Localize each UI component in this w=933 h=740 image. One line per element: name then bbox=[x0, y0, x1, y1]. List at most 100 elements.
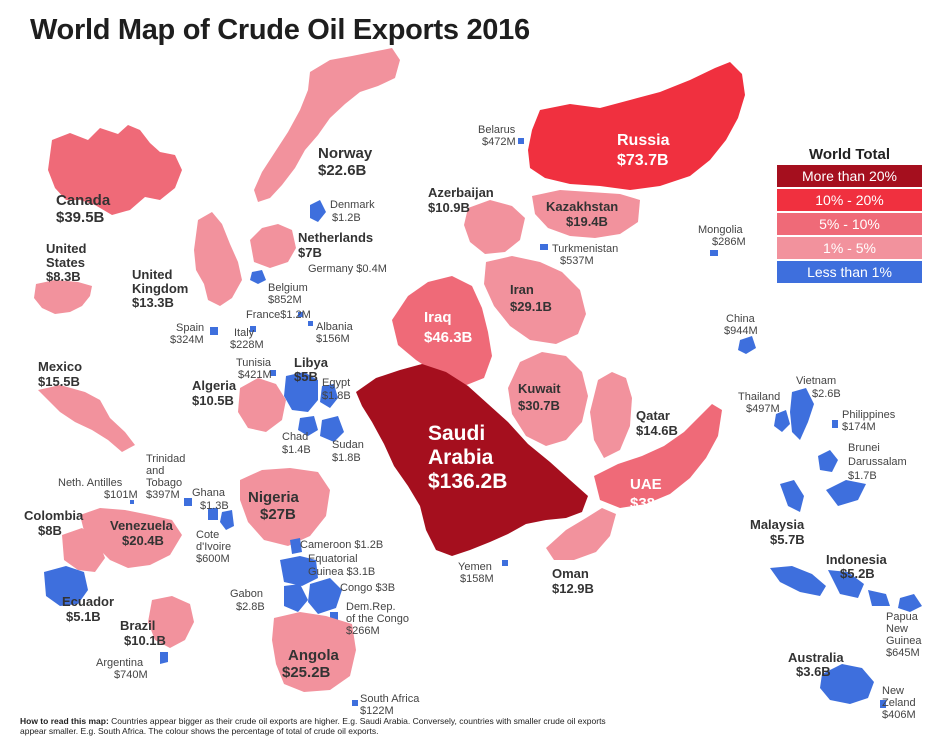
how-to-read-note: How to read this map: Countries appear b… bbox=[20, 716, 620, 736]
label-belgium-name: Belgium bbox=[268, 282, 308, 294]
shape-congo bbox=[308, 578, 342, 614]
label-png-name3: Guinea bbox=[886, 635, 922, 647]
shape-belgium bbox=[250, 270, 266, 284]
label-png-name2: New bbox=[886, 623, 908, 635]
label-venezuela-name: Venezuela bbox=[110, 518, 174, 533]
map-title: World Map of Crude Oil Exports 2016 bbox=[30, 14, 530, 46]
label-southafrica-value: $122M bbox=[360, 705, 394, 717]
legend-item-1-5: 1% - 5% bbox=[777, 237, 922, 259]
label-trinidad-value: $397M bbox=[146, 489, 180, 501]
legend-title: World Total bbox=[808, 146, 891, 163]
label-png-name1: Papua bbox=[886, 611, 919, 623]
label-denmark-name: Denmark bbox=[330, 199, 375, 211]
label-yemen-name: Yemen bbox=[458, 561, 492, 573]
label-brazil-value: $10.1B bbox=[124, 633, 166, 648]
label-gabon-name: Gabon bbox=[230, 588, 263, 600]
shape-albania bbox=[308, 321, 313, 326]
shape-mexico bbox=[38, 385, 135, 452]
label-nz-name1: New bbox=[882, 685, 904, 697]
label-russia-value: $73.7B bbox=[617, 152, 669, 169]
shape-thailand bbox=[774, 410, 790, 432]
label-brazil-name: Brazil bbox=[120, 618, 155, 633]
shape-tunisia bbox=[270, 370, 276, 376]
label-kuwait-name: Kuwait bbox=[518, 381, 561, 396]
label-philippines-value: $174M bbox=[842, 421, 876, 433]
legend-item-more-than-20: More than 20% bbox=[777, 165, 922, 187]
shape-france bbox=[298, 312, 303, 317]
label-egypt-value: $1.8B bbox=[322, 390, 351, 402]
label-libya-value: $5B bbox=[294, 369, 318, 384]
label-congo: Congo $3B bbox=[340, 582, 395, 594]
shape-oman bbox=[546, 508, 616, 560]
label-kazakhstan-value: $19.4B bbox=[566, 214, 608, 229]
label-thailand-value: $497M bbox=[746, 403, 780, 415]
legend-item-5-10: 5% - 10% bbox=[777, 213, 922, 235]
shape-libya bbox=[284, 372, 318, 412]
label-uk-name1: United bbox=[132, 267, 173, 282]
label-antilles-value: $101M bbox=[104, 489, 138, 501]
shape-south-africa bbox=[352, 700, 358, 706]
shape-canada bbox=[48, 125, 182, 215]
shape-ghana bbox=[220, 510, 234, 530]
label-belarus-value: $472M bbox=[482, 136, 516, 148]
label-belgium-value: $852M bbox=[268, 294, 302, 306]
label-png-value: $645M bbox=[886, 647, 920, 659]
shape-belarus bbox=[518, 138, 524, 144]
shape-papua-new-guinea bbox=[898, 594, 922, 612]
label-drc-name1: Dem.Rep. bbox=[346, 601, 396, 613]
shape-cameroon bbox=[290, 538, 302, 554]
shape-brunei bbox=[818, 450, 838, 472]
legend: World Total More than 20% 10% - 20% 5% -… bbox=[777, 146, 922, 285]
shape-saudi-arabia bbox=[356, 364, 588, 556]
label-netherlands-name: Netherlands bbox=[298, 230, 373, 245]
label-algeria-value: $10.5B bbox=[192, 393, 234, 408]
label-kazakhstan-name: Kazakhstan bbox=[546, 199, 618, 214]
label-italy-name: Italy bbox=[234, 327, 255, 339]
label-turkmenistan-name: Turkmenistan bbox=[552, 243, 618, 255]
shape-indonesia bbox=[770, 566, 890, 606]
shape-colombia bbox=[62, 528, 105, 572]
label-tunisia-value: $421M bbox=[238, 369, 272, 381]
how-to-read-text: Countries appear bigger as their crude o… bbox=[20, 716, 606, 736]
shape-argentina bbox=[160, 652, 168, 664]
label-us-name1: United bbox=[46, 241, 87, 256]
shape-algeria bbox=[238, 378, 286, 432]
label-trinidad-name2: and bbox=[146, 465, 164, 477]
label-cotedivoire-value: $600M bbox=[196, 553, 230, 565]
shape-spain bbox=[210, 327, 218, 335]
label-oman-name: Oman bbox=[552, 566, 589, 581]
label-indonesia-name: Indonesia bbox=[826, 552, 887, 567]
label-trinidad-name1: Trinidad bbox=[146, 453, 185, 465]
shape-ecuador bbox=[44, 566, 88, 606]
label-us-value: $8.3B bbox=[46, 269, 81, 284]
label-colombia-name: Colombia bbox=[24, 508, 84, 523]
shape-italy bbox=[250, 326, 256, 332]
label-canada-name: Canada bbox=[56, 192, 111, 209]
label-drc-value: $266M bbox=[346, 625, 380, 637]
shape-united-states bbox=[34, 280, 92, 314]
label-canada-value: $39.5B bbox=[56, 209, 105, 226]
shape-russia bbox=[528, 62, 745, 190]
label-philippines-name: Philippines bbox=[842, 409, 896, 421]
shape-china bbox=[738, 336, 756, 354]
label-sudan-name: Sudan bbox=[332, 439, 364, 451]
label-us-name2: States bbox=[46, 255, 85, 270]
label-azerbaijan-name: Azerbaijan bbox=[428, 185, 494, 200]
shape-chad bbox=[298, 416, 318, 436]
shape-kazakhstan bbox=[532, 190, 640, 238]
label-cotedivoire-name2: d'Ivoire bbox=[196, 541, 231, 553]
label-mongolia-name: Mongolia bbox=[698, 224, 744, 236]
label-antilles-name: Neth. Antilles bbox=[58, 477, 123, 489]
label-nz-name2: Zeland bbox=[882, 697, 916, 709]
label-qatar-name: Qatar bbox=[636, 408, 670, 423]
shape-iraq bbox=[392, 276, 492, 386]
label-thailand-name: Thailand bbox=[738, 391, 780, 403]
shape-equatorial-guinea bbox=[280, 556, 318, 586]
legend-label: More than 20% bbox=[802, 168, 897, 184]
shape-vietnam bbox=[790, 388, 814, 440]
legend-label: 5% - 10% bbox=[819, 216, 880, 232]
shape-angola bbox=[272, 612, 356, 692]
label-drc-name2: of the Congo bbox=[346, 613, 409, 625]
label-azerbaijan-value: $10.9B bbox=[428, 200, 470, 215]
